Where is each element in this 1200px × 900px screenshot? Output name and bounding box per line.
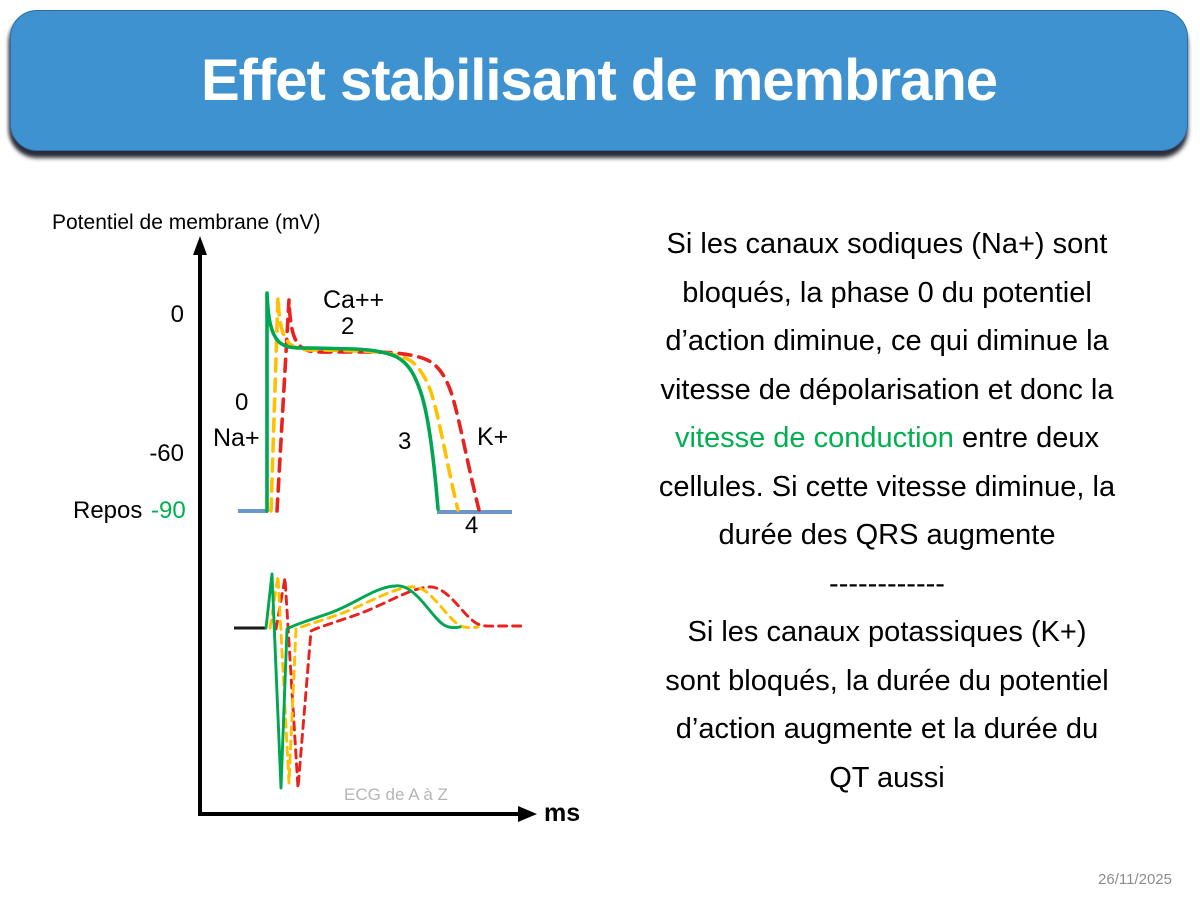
ecg-curve-green-solid [264,572,462,790]
x-axis-arrow-icon [518,806,537,822]
y-tick-0: 0 [170,301,184,328]
ap-curve-red-dashed [275,298,481,513]
slide-date: 26/11/2025 [1098,871,1172,888]
ecg-curve-yellow-dashed [268,574,480,785]
text-line: cellules. Si cette vitesse diminue, la [658,470,1116,503]
ap-curve-yellow-dashed [269,295,460,513]
text-line: Si les canaux potassiques (K+) [687,616,1087,648]
text-line: durée des QRS augmente [718,519,1056,551]
text-line: vitesse de conduction entre deux [596,414,1178,463]
y-axis-arrow-icon [193,236,207,255]
text-line: d’action augmente et la durée du [675,713,1099,745]
x-axis-unit-label: ms [544,799,581,827]
text-line: bloqués, la phase 0 du potentiel [682,276,1092,309]
text-line: QT aussi [829,761,945,794]
text-line: d’action diminue, ce qui diminue la [665,325,1109,357]
dashed-separator: ------------ [829,567,945,600]
action-potential-curves [265,291,481,513]
title-banner: Effet stabilisant de membrane [10,10,1188,151]
ecg-watermark: ECG de A à Z [344,785,448,804]
text-line: vitesse de dépolarisation et donc la [660,373,1114,406]
text-line: sont bloqués, la durée du potentiel [665,664,1109,697]
repos-label: Repos [73,497,143,524]
phase-0-label: 0 [235,389,249,416]
phase-2-label: 2 [341,313,355,340]
chart-title: Potentiel de membrane (mV) [52,211,321,234]
ecg-curve-red-dashed [274,576,525,790]
text-line: Si les canaux sodiques (Na+) sont [666,228,1108,260]
phase-3-label: 3 [398,428,412,455]
explanation-text: Si les canaux sodiques (Na+) sont bloqué… [596,220,1178,802]
potassium-ion-label: K+ [477,423,509,451]
phase-4-label: 4 [465,512,479,539]
ecg-traces [234,572,525,790]
sodium-ion-label: Na+ [213,424,260,452]
calcium-ion-label: Ca++ [323,286,385,314]
y-tick-minus-90: -90 [151,497,186,524]
slide-title: Effet stabilisant de membrane [200,48,998,113]
axes [193,236,537,822]
y-tick-minus-60: -60 [149,440,184,467]
text-line-rest: entre deux [953,422,1099,454]
conduction-speed-highlight: vitesse de conduction [674,422,954,454]
